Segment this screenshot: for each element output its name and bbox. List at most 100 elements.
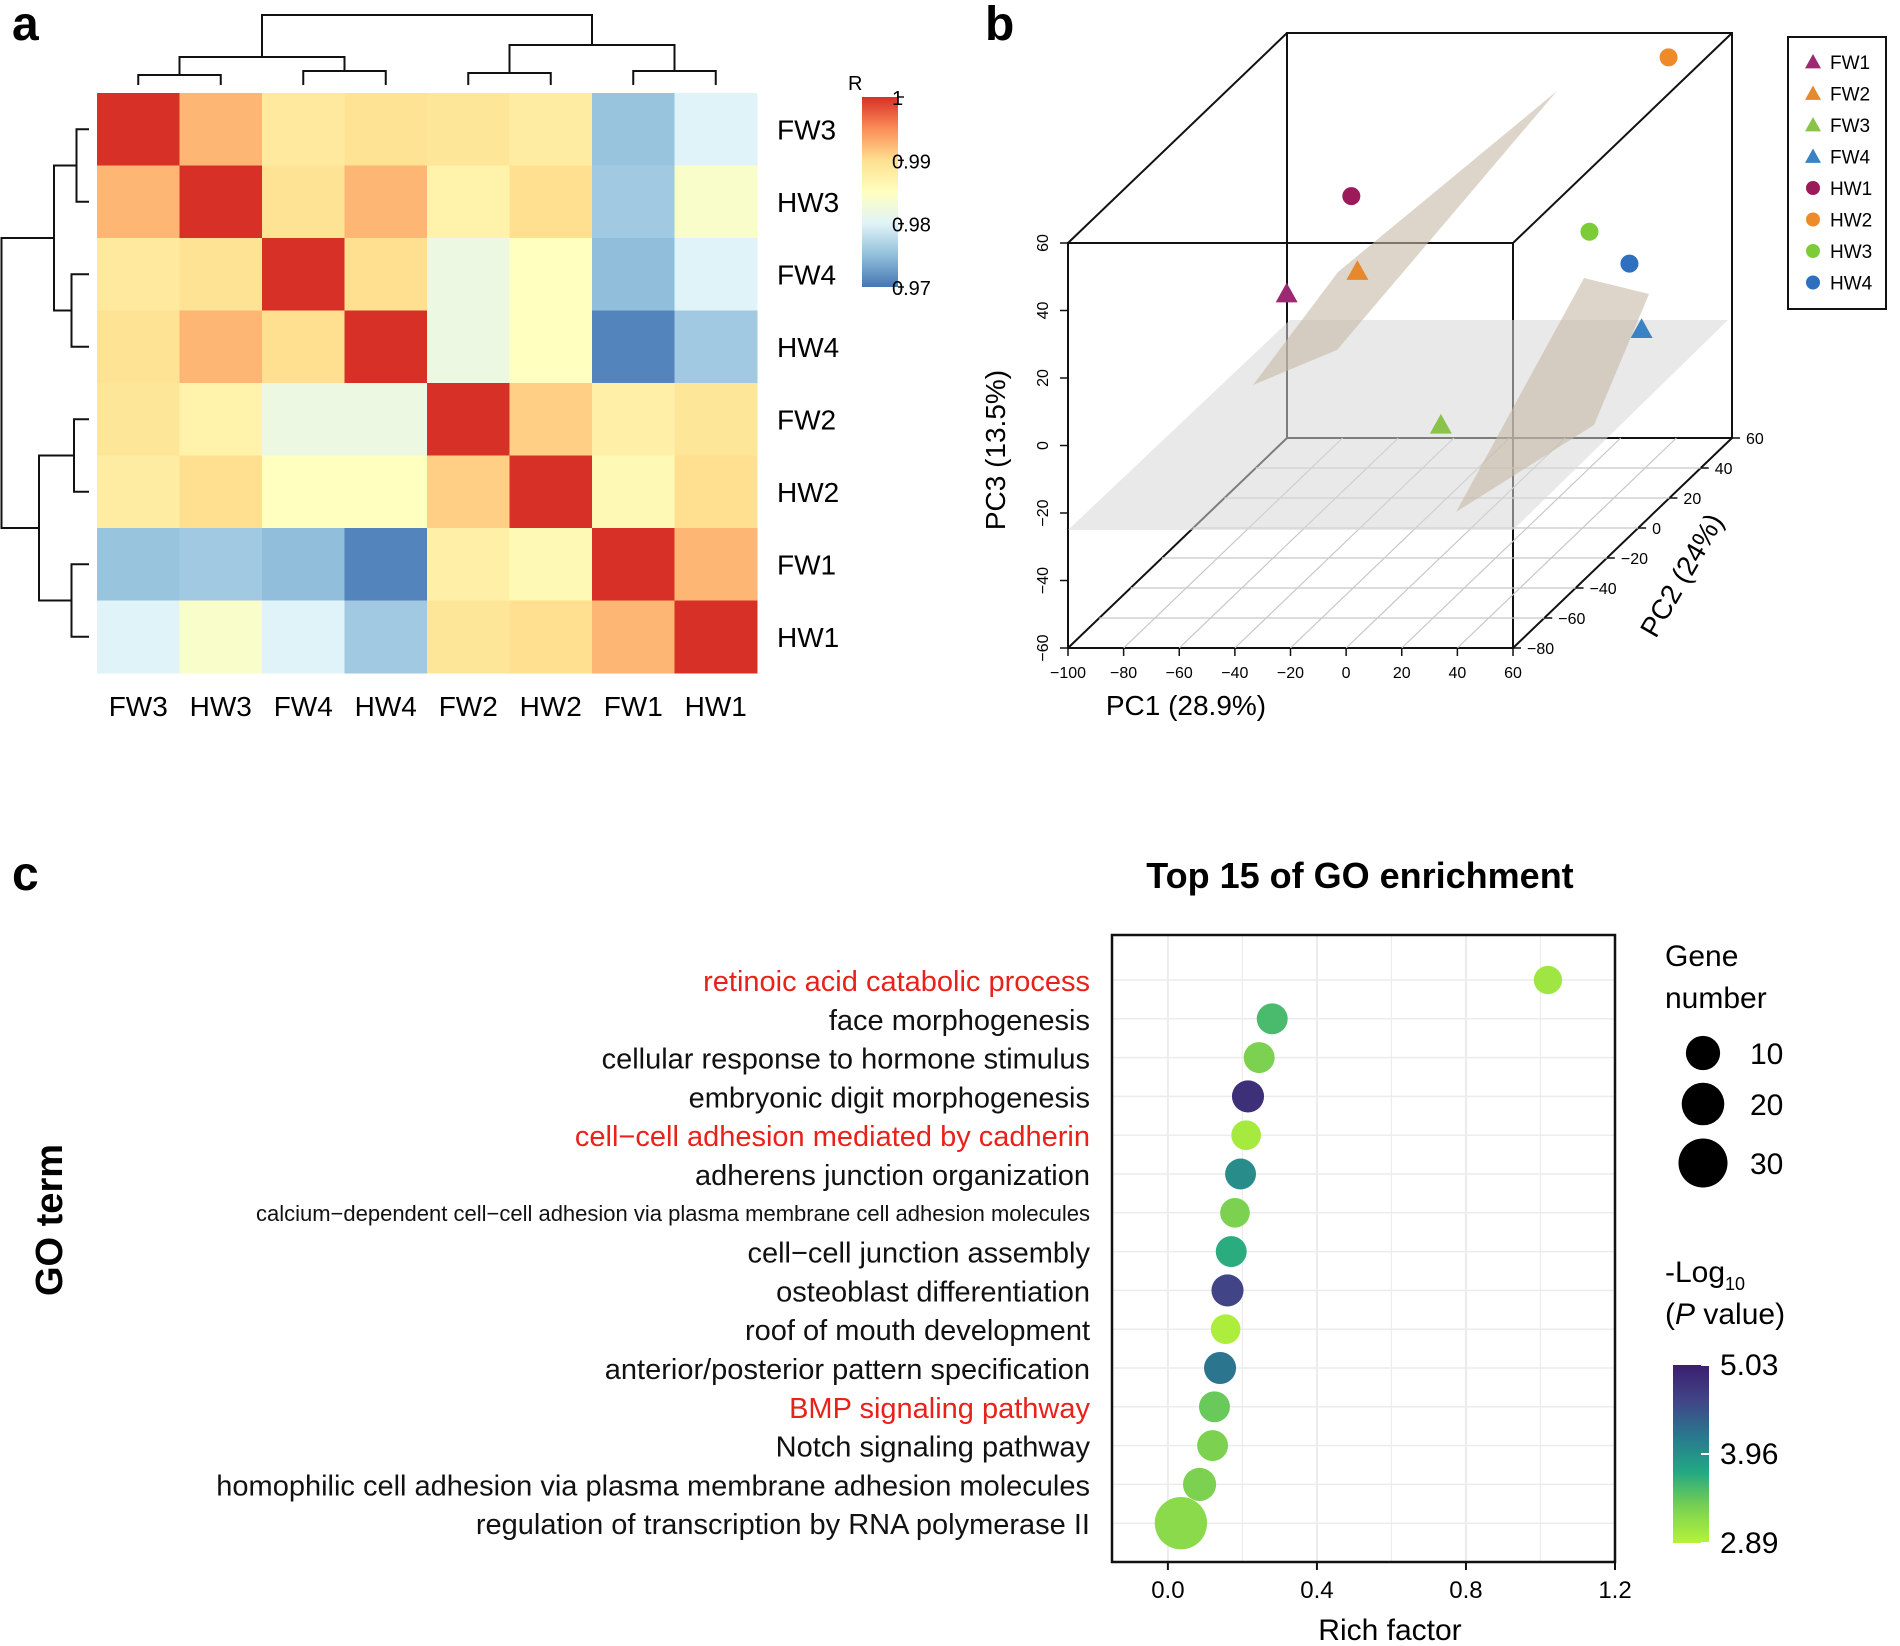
heatmap-cell [179,165,263,239]
pca-legend-label: FW2 [1830,85,1870,106]
pca-floor-grid-line [1456,437,1677,649]
go-term-label: cell−cell junction assembly [747,1238,1090,1270]
heatmap-cell [344,238,428,311]
colorbar-r-ticks: 1 0.99 0.98 0.97 [892,88,931,300]
pc2-label: PC2 (24%) [1634,508,1729,642]
go-term-label: adherens junction organization [695,1160,1090,1192]
heatmap-col-label: HW4 [355,691,417,722]
heatmap-cell [344,455,428,529]
go-bubble [1231,1080,1265,1113]
heatmap-cell [179,528,263,601]
go-x-ticks: 0.0 0.4 0.8 1.2 [1151,1562,1632,1604]
heatmap-cell [592,528,675,601]
colorbar-r [862,97,898,287]
go-term-label: roof of mouth development [745,1315,1090,1347]
pc1-tick-label: 0 [1342,665,1351,682]
go-term-label: homophilic cell adhesion via plasma memb… [216,1470,1090,1502]
dendrogram-column-link [137,74,222,85]
heatmap-col-label: HW1 [685,691,747,722]
go-xlabel: Rich factor [1318,1614,1461,1646]
pca-legend-marker [1805,148,1821,163]
pca-ticks: −100 −80 −60 −40 −20 0 20 40 60−60−40−200204060−… [1035,234,1764,682]
heatmap-cell [674,93,758,166]
heatmap-cell [179,93,263,166]
color-legend: -Log10 (P value) 5.03 3.96 2.89 [1665,1256,1785,1560]
heatmap-cell [262,238,345,311]
go-x-tick-label: 0.8 [1449,1577,1482,1604]
go-x-tick-label: 0.4 [1300,1577,1333,1604]
go-term-label: BMP signaling pathway [789,1393,1090,1425]
colorbar-r-tick-label: 1 [892,88,903,110]
color-legend-p: P [1675,1298,1695,1331]
pc3-label: PC3 (13.5%) [980,370,1011,530]
heatmap-col-label: FW2 [439,691,498,722]
go-term-labels: retinoic acid catabolic process face morp… [216,966,1090,1541]
pca-point-fw2 [1346,260,1369,280]
heatmap-cell [97,455,180,529]
go-bubble-panel: Top 15 of GO enrichment retinoic acid ca… [29,855,1785,1646]
heatmap-cell [509,455,593,529]
heatmap-cell [262,600,345,674]
go-bubble [1533,965,1563,995]
heatmap-col-label: FW3 [109,691,168,722]
pca-box [1067,32,1733,649]
dendrogram-row-link [75,128,89,203]
heatmap-cell [592,455,675,529]
color-legend-value: value) [1695,1298,1785,1331]
heatmap-cell [427,93,510,166]
colorbar-r-title: R [848,73,862,95]
size-legend-label: 30 [1750,1148,1783,1181]
heatmap-cell [262,165,345,239]
heatmap-cell [674,383,758,456]
size-legend-circle [1681,1082,1725,1126]
pc1-tick-label: −40 [1221,665,1248,682]
heatmap-cell [427,238,510,311]
pc2-tick-label: 0 [1652,521,1661,538]
heatmap-cell [97,93,180,166]
go-term-label: cell−cell adhesion mediated by cadherin [575,1121,1090,1153]
pca-legend-label: FW4 [1830,148,1871,169]
pca-legend-label: HW3 [1830,242,1872,263]
heatmap-cell [427,165,510,239]
heatmap-cell [674,165,758,239]
heatmap-row-label: HW1 [777,622,839,653]
go-term-label: embryonic digit morphogenesis [689,1082,1090,1114]
dendrogram-row-link [73,418,89,493]
heatmap-row-label: FW3 [777,114,836,145]
pca-legend-marker [1806,244,1820,258]
size-legend-label: 20 [1750,1089,1783,1122]
colorbar-p-ticks: 5.03 3.96 2.89 [1701,1349,1778,1560]
heatmap-cell [592,238,675,311]
go-term-label: face morphogenesis [829,1005,1090,1037]
heatmap-cell [427,600,510,674]
heatmap-cell [344,528,428,601]
pc3-tick-label: −40 [1035,567,1052,594]
colorbar-p-tick-label: 3.96 [1720,1438,1778,1471]
go-ylabel: GO term [29,1144,71,1296]
pc2-tick-label: 40 [1715,461,1733,478]
pc3-tick-label: 20 [1035,369,1052,387]
pc3-tick-label: −60 [1035,634,1052,661]
heatmap-cell [262,528,345,601]
size-legend-circle [1685,1035,1721,1071]
pca-legend-label: HW4 [1830,274,1873,295]
heatmap-col-labels: FW3 HW3 FW4 HW4 FW2 HW2 FW1 HW1 [109,691,747,722]
pca-point-hw1 [1342,187,1361,206]
dendrogram-row-link [53,164,77,312]
heatmap-cell [592,310,675,384]
heatmap-cell [509,165,593,239]
pc1-tick-label: −60 [1166,665,1193,682]
heatmap-row-labels: FW3 HW3 FW4 HW4 FW2 HW2 FW1 HW1 [777,114,839,653]
pca-point-hw4 [1620,254,1639,273]
heatmap-cell [344,383,428,456]
color-legend-sub: 10 [1725,1274,1745,1294]
go-bubble [1197,1430,1229,1462]
dendrogram-row-link [0,237,54,529]
pca-box-edge [1512,32,1733,244]
heatmap-col-label: HW2 [520,691,582,722]
heatmap-cell [97,165,180,239]
heatmap-cells [97,93,758,674]
heatmap-cell [509,383,593,456]
size-legend-title-2: number [1665,982,1767,1015]
